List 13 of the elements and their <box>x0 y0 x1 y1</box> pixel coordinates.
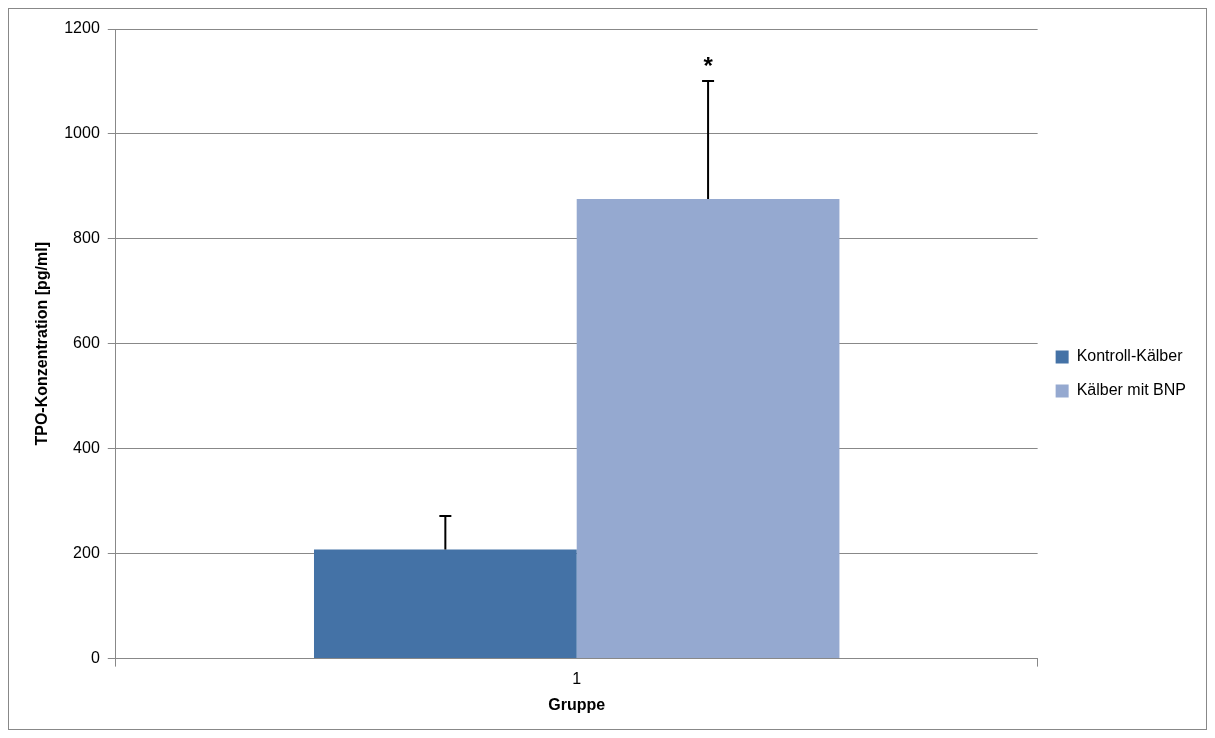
x-tick-label: 1 <box>572 669 582 687</box>
y-tick-label: 1000 <box>64 124 100 142</box>
legend-label: Kälber mit BNP <box>1076 381 1187 399</box>
legend-label: Kontroll-Kälber <box>1076 347 1184 365</box>
y-tick-label: 400 <box>73 439 100 457</box>
annotation: * <box>703 51 714 79</box>
y-tick-label: 0 <box>90 649 100 667</box>
y-tick-label: 1200 <box>64 19 100 37</box>
y-tick-label: 200 <box>73 544 100 562</box>
y-tick-label: 800 <box>73 229 100 247</box>
y-tick-label: 600 <box>73 334 100 352</box>
y-axis-title: TPO-Konzentration [pg/ml] <box>33 242 51 446</box>
x-axis-title: Gruppe <box>548 695 606 713</box>
